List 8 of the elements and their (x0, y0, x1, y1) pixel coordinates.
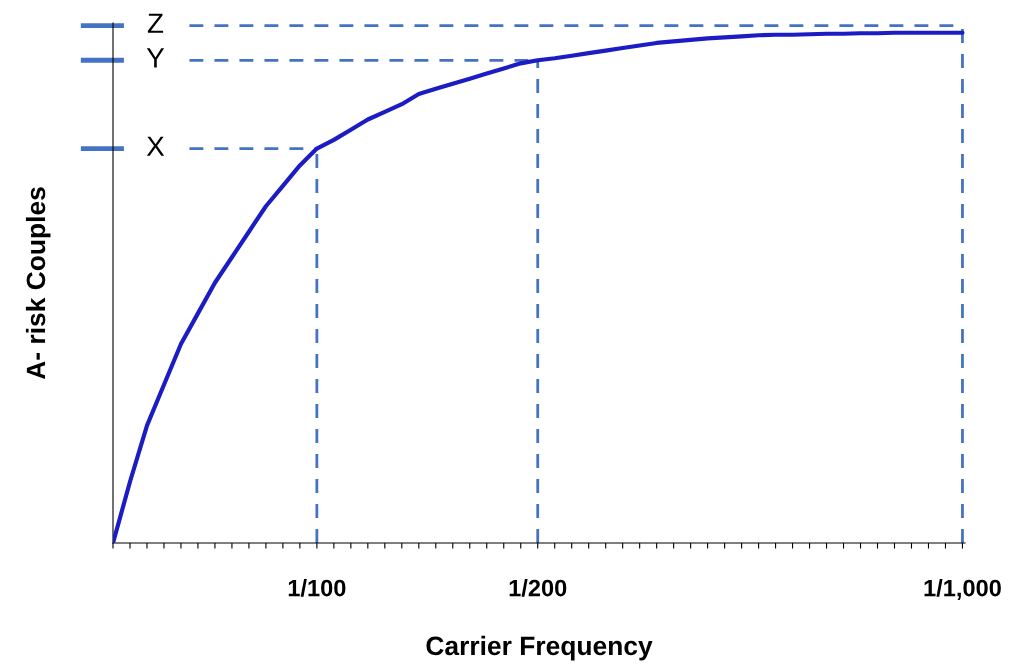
x-tick-label: 1/100 (288, 579, 346, 597)
ref-line-label: Y (146, 48, 165, 68)
ref-line-label: Z (147, 13, 164, 33)
x-tick-label: 1/200 (509, 579, 567, 597)
x-axis-title: Carrier Frequency (426, 635, 653, 661)
y-axis-title: A- risk Couples (25, 187, 51, 380)
ref-line-label: X (146, 136, 165, 156)
x-tick-label: 1/1,000 (924, 579, 1001, 600)
